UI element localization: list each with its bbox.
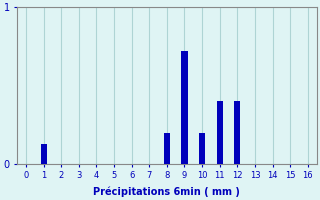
Bar xyxy=(41,144,47,164)
Bar xyxy=(164,133,170,164)
Bar xyxy=(199,133,205,164)
Bar xyxy=(234,101,240,164)
Bar xyxy=(181,51,188,164)
Bar xyxy=(217,101,223,164)
X-axis label: Précipitations 6min ( mm ): Précipitations 6min ( mm ) xyxy=(93,186,240,197)
